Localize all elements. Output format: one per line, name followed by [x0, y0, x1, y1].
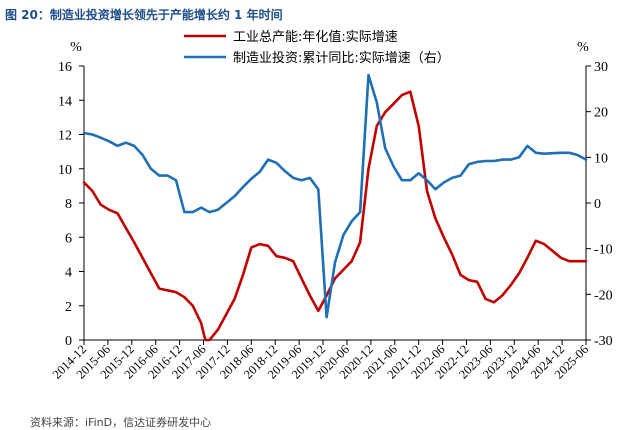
left-tick-label: 6 — [65, 231, 72, 246]
right-tick-label: 0 — [594, 197, 601, 212]
right-tick-label: 20 — [594, 106, 608, 121]
right-tick-label: 10 — [594, 151, 608, 166]
right-tick-label: -10 — [594, 243, 613, 258]
left-tick-label: 0 — [65, 334, 72, 349]
series-layer — [82, 73, 588, 342]
figure-title: 图 20：制造业投资增长领先于产能增长约 1 年时间 — [5, 8, 283, 22]
left-tick-label: 4 — [65, 266, 72, 281]
source-note: 资料来源：iFinD，信达证券研发中心 — [30, 416, 212, 429]
legend-label-1: 工业总产能:年化值:实际增速 — [233, 29, 398, 45]
left-tick-label: 12 — [58, 129, 72, 144]
right-tick-label: -30 — [594, 334, 613, 349]
legend-label-2: 制造业投资:累计同比:实际增速（右） — [233, 50, 450, 66]
left-tick-label: 2 — [65, 300, 72, 315]
right-axis-unit: % — [577, 40, 589, 55]
series-line-1 — [82, 90, 588, 342]
left-tick-label: 16 — [58, 60, 72, 75]
right-tick-label: 30 — [594, 60, 608, 75]
series-line-2 — [82, 73, 588, 319]
left-tick-label: 8 — [65, 197, 72, 212]
left-tick-label: 10 — [58, 163, 72, 178]
left-tick-label: 14 — [58, 94, 72, 109]
right-tick-label: -20 — [594, 288, 613, 303]
left-axis-unit: % — [70, 40, 82, 55]
